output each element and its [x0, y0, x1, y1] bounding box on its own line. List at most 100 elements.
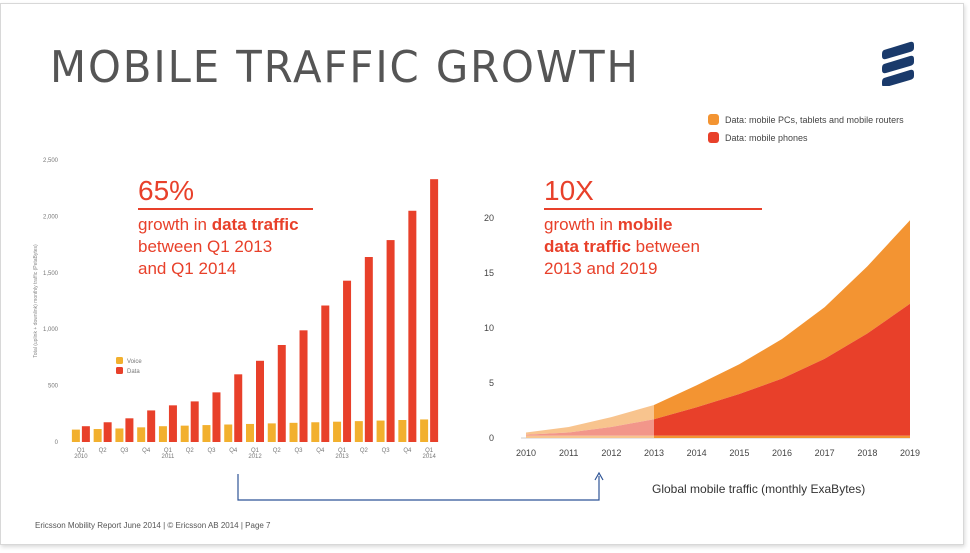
callout-right-line1-prefix: growth in	[544, 215, 618, 234]
callout-right-line2-bold: data traffic	[544, 237, 631, 256]
bar-xtick-label: Q3	[382, 448, 391, 454]
callout-left-big: 65%	[138, 175, 195, 206]
bar-data	[408, 210, 417, 442]
legend-item-pc: Data: mobile PCs, tablets and mobile rou…	[708, 111, 904, 129]
bar-ytick-label: 0	[55, 440, 59, 446]
bar-xtick-label: Q2	[99, 448, 108, 454]
bar-data	[168, 405, 177, 442]
callout-left: 65% growth in data traffic between Q1 20…	[138, 176, 313, 280]
bar-data	[190, 401, 199, 442]
callout-left-line3: and Q1 2014	[138, 259, 237, 278]
bar-voice	[333, 421, 342, 442]
bar-voice	[202, 425, 211, 442]
bar-xtick-label: Q4	[403, 448, 412, 454]
legend-label-phones: Data: mobile phones	[725, 133, 808, 143]
callout-right-line1: growth in mobile	[544, 214, 762, 236]
bar-data	[103, 422, 112, 442]
bar-xtick-label: 2012	[248, 454, 262, 460]
bar-ytick-label: 500	[48, 384, 59, 390]
bar-ytick-label: 1,000	[43, 327, 59, 333]
bar-voice	[311, 422, 320, 442]
bar-xtick-label: Q1	[425, 448, 434, 454]
bar-data	[212, 392, 221, 442]
area-history-overlay	[526, 218, 654, 438]
bar-data	[256, 360, 264, 442]
bar-voice	[137, 427, 146, 442]
bar-ylabel: Total (uplink + downlink) monthly traffi…	[33, 244, 39, 358]
callout-right-line2: data traffic between	[544, 236, 762, 258]
area-xtick-label: 2018	[857, 448, 877, 458]
bar-data	[343, 280, 352, 442]
callout-right: 10X growth in mobile data traffic betwee…	[544, 176, 762, 280]
bar-voice	[376, 420, 385, 442]
connector-arrow	[237, 471, 604, 501]
bar-voice	[354, 421, 363, 442]
area-chart-marks	[526, 218, 910, 438]
bar-xtick-label: Q4	[316, 448, 325, 454]
callout-left-line1-bold: data traffic	[211, 215, 299, 234]
bar-legend-swatch	[116, 357, 123, 364]
area-ytick-label: 5	[489, 378, 494, 388]
area-chart-legend: Data: mobile PCs, tablets and mobile rou…	[708, 111, 904, 147]
bar-data	[81, 426, 90, 442]
area-ytick-label: 10	[484, 323, 494, 333]
logo-bars	[882, 41, 914, 86]
area-xtick-label: 2010	[516, 448, 536, 458]
area-xtick-label: 2019	[900, 448, 920, 458]
bar-data	[299, 330, 308, 442]
bar-xtick-label: Q1	[251, 448, 260, 454]
bar-data	[321, 305, 330, 442]
bar-voice	[246, 423, 254, 442]
callout-left-rule	[138, 208, 313, 210]
bar-ytick-label: 2,000	[43, 214, 59, 220]
area-xtick-label: 2013	[644, 448, 664, 458]
area-xtick-label: 2011	[559, 448, 578, 458]
bar-xtick-label: Q3	[120, 448, 129, 454]
bar-chart-marks	[71, 179, 439, 442]
callout-left-line1: growth in data traffic	[138, 214, 313, 236]
bar-legend-swatch	[116, 367, 123, 374]
bar-voice	[158, 426, 167, 442]
bar-xtick-label: Q2	[273, 448, 282, 454]
bar-xtick-label: Q4	[229, 448, 238, 454]
area-xtick-label: 2014	[687, 448, 707, 458]
bar-xtick-label: Q2	[186, 448, 195, 454]
ericsson-logo	[882, 41, 914, 86]
bar-ytick-label: 1,500	[43, 271, 59, 277]
callout-right-rule	[544, 208, 762, 210]
bar-xtick-label: Q1	[338, 448, 347, 454]
bar-xtick-label: 2014	[422, 454, 436, 460]
bar-chart: 0 500 1,000 1,500 2,000 2,500 Total (uplink + …	[33, 158, 439, 460]
bar-xtick-label: Q4	[142, 448, 151, 454]
bar-chart-axes: 0 500 1,000 1,500 2,000 2,500 Total (uplink + …	[33, 158, 436, 460]
area-ytick-label: 20	[484, 213, 494, 223]
bar-xtick-label: Q2	[360, 448, 369, 454]
bar-voice	[420, 419, 429, 442]
bar-voice	[289, 422, 298, 442]
bar-data	[386, 240, 395, 442]
legend-label-pc: Data: mobile PCs, tablets and mobile rou…	[725, 115, 904, 125]
legend-swatch-phones	[708, 132, 719, 143]
bar-voice	[224, 424, 233, 442]
bar-xtick-label: 2013	[335, 454, 349, 460]
legend-swatch-pc	[708, 114, 719, 125]
bar-data	[430, 179, 439, 442]
bar-voice	[115, 428, 124, 442]
callout-left-line1-prefix: growth in	[138, 215, 212, 234]
callout-left-line2: between Q1 2013	[138, 237, 273, 256]
bar-data	[364, 257, 373, 442]
bar-voice	[398, 420, 407, 442]
bar-voice	[71, 429, 80, 442]
area-series-pc	[526, 220, 910, 435]
bar-legend-label: Data	[127, 369, 140, 375]
bar-legend-label: Voice	[127, 359, 142, 365]
slide-frame	[0, 3, 964, 545]
area-ytick-label: 15	[484, 268, 494, 278]
bar-data	[147, 410, 156, 442]
bar-data	[277, 344, 286, 442]
bar-xtick-label: 2010	[74, 454, 88, 460]
legend-item-phones: Data: mobile phones	[708, 129, 904, 147]
callout-right-big: 10X	[544, 175, 594, 206]
area-xtick-label: 2016	[772, 448, 792, 458]
area-series-voice	[526, 435, 910, 438]
